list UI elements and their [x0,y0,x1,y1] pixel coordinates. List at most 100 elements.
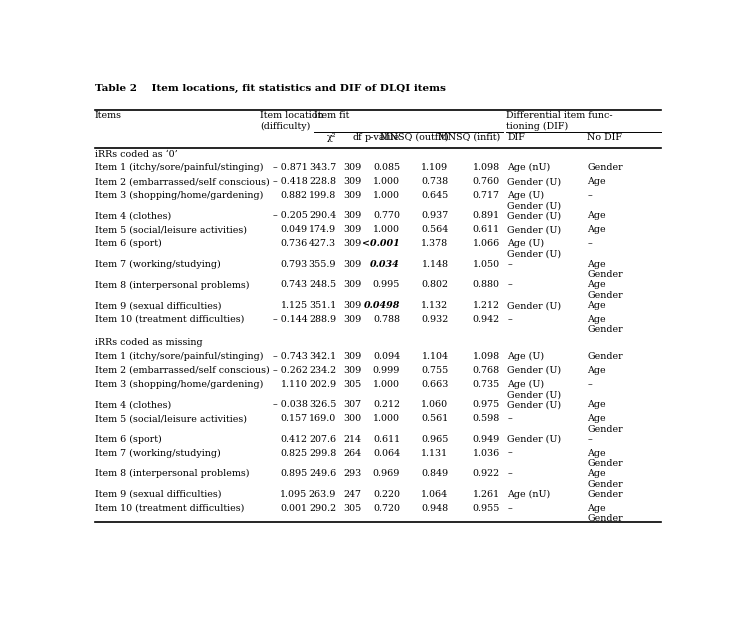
Text: Item fit: Item fit [314,111,350,120]
Text: 1.131: 1.131 [422,449,448,458]
Text: 1.050: 1.050 [473,259,500,269]
Text: 288.9: 288.9 [309,315,336,324]
Text: –: – [507,259,512,269]
Text: Item location
(difficulty): Item location (difficulty) [261,111,324,130]
Text: 1.066: 1.066 [473,239,500,248]
Text: –: – [507,504,512,512]
Text: 309: 309 [344,164,362,173]
Text: Item 7 (working/studying): Item 7 (working/studying) [95,449,221,458]
Text: Item 6 (sport): Item 6 (sport) [95,435,162,444]
Text: Item 10 (treatment difficulties): Item 10 (treatment difficulties) [95,504,244,512]
Text: 0.937: 0.937 [421,212,448,220]
Text: –: – [587,380,592,389]
Text: χ²: χ² [327,133,336,142]
Text: 228.8: 228.8 [309,177,336,186]
Text: – 0.205: – 0.205 [273,212,308,220]
Text: 326.5: 326.5 [309,401,336,410]
Text: Gender (U): Gender (U) [507,435,562,444]
Text: 199.8: 199.8 [309,191,336,200]
Text: 0.735: 0.735 [473,380,500,389]
Text: Age
Gender: Age Gender [587,469,623,489]
Text: 1.060: 1.060 [422,401,448,410]
Text: 264: 264 [344,449,362,458]
Text: Age (U)
Gender (U): Age (U) Gender (U) [507,191,562,210]
Text: 207.6: 207.6 [309,435,336,444]
Text: 0.645: 0.645 [421,191,448,200]
Text: –: – [507,281,512,289]
Text: 1.095: 1.095 [280,490,308,499]
Text: – 0.262: – 0.262 [273,366,308,375]
Text: 0.034: 0.034 [370,259,400,269]
Text: Age (U)
Gender (U): Age (U) Gender (U) [507,239,562,259]
Text: 309: 309 [344,281,362,289]
Text: No DIF: No DIF [587,133,622,142]
Text: Age: Age [587,366,606,375]
Text: 214: 214 [344,435,362,444]
Text: Age (nU): Age (nU) [507,164,551,173]
Text: 0.948: 0.948 [422,504,448,512]
Text: 0.212: 0.212 [373,401,400,410]
Text: 1.212: 1.212 [473,301,500,310]
Text: 309: 309 [344,239,362,248]
Text: 1.132: 1.132 [422,301,448,310]
Text: Gender (U): Gender (U) [507,212,562,220]
Text: –: – [507,414,512,423]
Text: 1.000: 1.000 [373,226,400,235]
Text: 290.2: 290.2 [309,504,336,512]
Text: Age (nU): Age (nU) [507,490,551,499]
Text: 0.157: 0.157 [280,414,308,423]
Text: 0.755: 0.755 [421,366,448,375]
Text: 0.995: 0.995 [372,281,400,289]
Text: 0.738: 0.738 [422,177,448,186]
Text: 0.743: 0.743 [280,281,308,289]
Text: Item 4 (clothes): Item 4 (clothes) [95,212,171,220]
Text: –: – [507,315,512,324]
Text: 0.094: 0.094 [373,352,400,361]
Text: 0.922: 0.922 [473,469,500,479]
Text: Gender: Gender [587,352,623,361]
Text: 0.770: 0.770 [373,212,400,220]
Text: 309: 309 [344,259,362,269]
Text: Item 1 (itchy/sore/painful/stinging): Item 1 (itchy/sore/painful/stinging) [95,164,263,173]
Text: – 0.871: – 0.871 [273,164,308,173]
Text: 0.064: 0.064 [373,449,400,458]
Text: Item 9 (sexual difficulties): Item 9 (sexual difficulties) [95,301,222,310]
Text: Item 10 (treatment difficulties): Item 10 (treatment difficulties) [95,315,244,324]
Text: Age: Age [587,212,606,220]
Text: 1.125: 1.125 [280,301,308,310]
Text: 309: 309 [344,366,362,375]
Text: 202.9: 202.9 [309,380,336,389]
Text: 0.611: 0.611 [373,435,400,444]
Text: 0.788: 0.788 [373,315,400,324]
Text: Gender: Gender [587,490,623,499]
Text: 0.942: 0.942 [473,315,500,324]
Text: Item 3 (shopping/home/gardening): Item 3 (shopping/home/gardening) [95,380,263,389]
Text: 247: 247 [344,490,362,499]
Text: Age (U)
Gender (U): Age (U) Gender (U) [507,380,562,399]
Text: 309: 309 [344,301,362,310]
Text: 309: 309 [344,352,362,361]
Text: <0.001: <0.001 [362,239,400,248]
Text: 293: 293 [344,469,362,479]
Text: 0.049: 0.049 [280,226,308,235]
Text: 0.969: 0.969 [372,469,400,479]
Text: 1.378: 1.378 [422,239,448,248]
Text: 0.085: 0.085 [373,164,400,173]
Text: DIF: DIF [507,133,525,142]
Text: 0.736: 0.736 [280,239,308,248]
Text: Gender (U): Gender (U) [507,301,562,310]
Text: Item 9 (sexual difficulties): Item 9 (sexual difficulties) [95,490,222,499]
Text: 1.098: 1.098 [473,352,500,361]
Text: Item 5 (social/leisure activities): Item 5 (social/leisure activities) [95,414,247,423]
Text: Age
Gender: Age Gender [587,281,623,300]
Text: 1.036: 1.036 [473,449,500,458]
Text: 0.932: 0.932 [421,315,448,324]
Text: iRRs coded as ‘0’: iRRs coded as ‘0’ [95,150,177,158]
Text: Age: Age [587,177,606,186]
Text: 0.793: 0.793 [280,259,308,269]
Text: Table 2    Item locations, fit statistics and DIF of DLQI items: Table 2 Item locations, fit statistics a… [95,84,446,93]
Text: –: – [507,469,512,479]
Text: df: df [352,133,362,142]
Text: Item 6 (sport): Item 6 (sport) [95,239,162,248]
Text: Items: Items [95,111,122,120]
